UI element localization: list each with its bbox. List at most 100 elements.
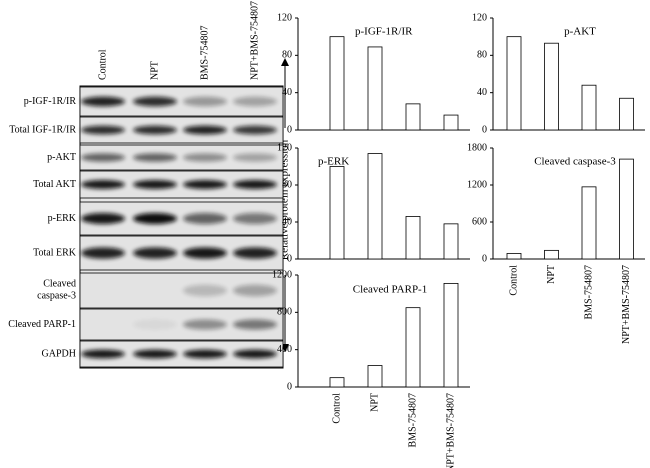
bar — [329, 36, 345, 131]
x-tick-label: NPT — [369, 393, 380, 412]
lane-label: NPT+BMS-754807 — [249, 1, 260, 80]
band — [81, 349, 125, 359]
y-tick-label: 80 — [282, 50, 292, 61]
band — [133, 247, 177, 259]
chart-title: Cleaved PARP-1 — [353, 284, 427, 296]
y-tick-label: 40 — [282, 87, 292, 98]
chart-title: p-IGF-1R/IR — [355, 26, 413, 38]
band — [233, 284, 277, 297]
band — [133, 153, 177, 162]
band — [81, 247, 125, 259]
bar — [443, 223, 459, 260]
bar — [367, 153, 383, 260]
blot-row-label: Total ERK — [33, 247, 77, 258]
y-tick-label: 80 — [282, 179, 292, 190]
x-tick-label: NPT+BMS-754807 — [621, 265, 632, 344]
bar — [544, 249, 559, 260]
bar — [405, 216, 421, 260]
bar — [443, 282, 459, 388]
band — [233, 319, 277, 330]
bar — [405, 103, 421, 131]
bar — [544, 42, 559, 131]
blot-row-label: Total AKT — [33, 179, 76, 190]
bar — [581, 84, 597, 131]
y-tick-label: 80 — [477, 50, 487, 61]
blot-row-label: p-AKT — [47, 152, 76, 163]
band — [81, 96, 125, 107]
blot-row-label: Total IGF-1R/IR — [9, 124, 76, 135]
x-tick-label: BMS-754807 — [583, 265, 594, 319]
band — [183, 247, 227, 259]
blot-row-label: p-ERK — [48, 213, 77, 224]
y-tick-label: 800 — [277, 307, 292, 318]
blot-row-label: Cleaved PARP-1 — [8, 319, 76, 330]
chart-title: Cleaved caspase-3 — [534, 156, 616, 168]
band — [183, 349, 227, 359]
band — [81, 180, 125, 189]
blot-row-label: GAPDH — [42, 348, 76, 359]
y-tick-label: 1200 — [467, 179, 487, 190]
band — [81, 125, 125, 135]
band — [233, 247, 277, 259]
band — [183, 319, 227, 330]
band — [233, 153, 277, 162]
x-tick-label: NPT — [546, 265, 557, 284]
band — [81, 213, 125, 224]
y-tick-label: 0 — [287, 124, 292, 135]
y-tick-label: 0 — [287, 381, 292, 392]
bar — [329, 377, 345, 388]
x-tick-label: Control — [331, 393, 342, 424]
band — [233, 96, 277, 107]
y-tick-label: 1200 — [272, 269, 292, 280]
y-tick-label: 0 — [287, 253, 292, 264]
blot-row-label: Cleaved caspase-3 — [37, 279, 76, 302]
band — [133, 96, 177, 107]
bar — [581, 186, 597, 260]
band — [133, 180, 177, 189]
y-tick-label: 600 — [472, 216, 487, 227]
band — [81, 153, 125, 162]
chart-title: p-ERK — [318, 156, 349, 168]
y-tick-label: 120 — [472, 12, 487, 23]
x-tick-label: NPT+BMS-754807 — [445, 393, 456, 468]
band — [183, 125, 227, 135]
bar — [506, 36, 522, 131]
band — [133, 213, 177, 224]
band — [233, 125, 277, 135]
band — [183, 180, 227, 189]
y-tick-label: 40 — [282, 216, 292, 227]
band — [133, 319, 177, 330]
band — [133, 349, 177, 359]
band — [183, 153, 227, 162]
bar — [367, 46, 383, 131]
band — [183, 284, 227, 297]
bar — [619, 158, 634, 260]
chart-title: p-AKT — [564, 26, 596, 38]
band — [233, 213, 277, 224]
band — [233, 349, 277, 359]
x-tick-label: BMS-754807 — [407, 393, 418, 447]
lane-label: BMS-754807 — [199, 26, 210, 80]
bar — [405, 307, 421, 388]
y-tick-label: 0 — [482, 124, 487, 135]
y-tick-label: 120 — [277, 142, 292, 153]
bar — [506, 253, 522, 260]
y-tick-label: 1800 — [467, 142, 487, 153]
y-tick-label: 120 — [277, 12, 292, 23]
band — [233, 180, 277, 189]
bar — [329, 166, 345, 260]
y-tick-label: 40 — [477, 87, 487, 98]
blot-row-label: p-IGF-1R/IR — [24, 96, 77, 107]
bar — [367, 365, 383, 388]
band — [133, 125, 177, 135]
bar — [443, 114, 459, 131]
y-tick-label: 0 — [482, 253, 487, 264]
lane-label: NPT — [149, 61, 160, 80]
lane-label: Control — [97, 49, 108, 80]
x-tick-label: Control — [508, 265, 519, 296]
y-tick-label: 400 — [277, 344, 292, 355]
bar — [619, 97, 634, 131]
band — [183, 96, 227, 107]
band — [183, 213, 227, 224]
